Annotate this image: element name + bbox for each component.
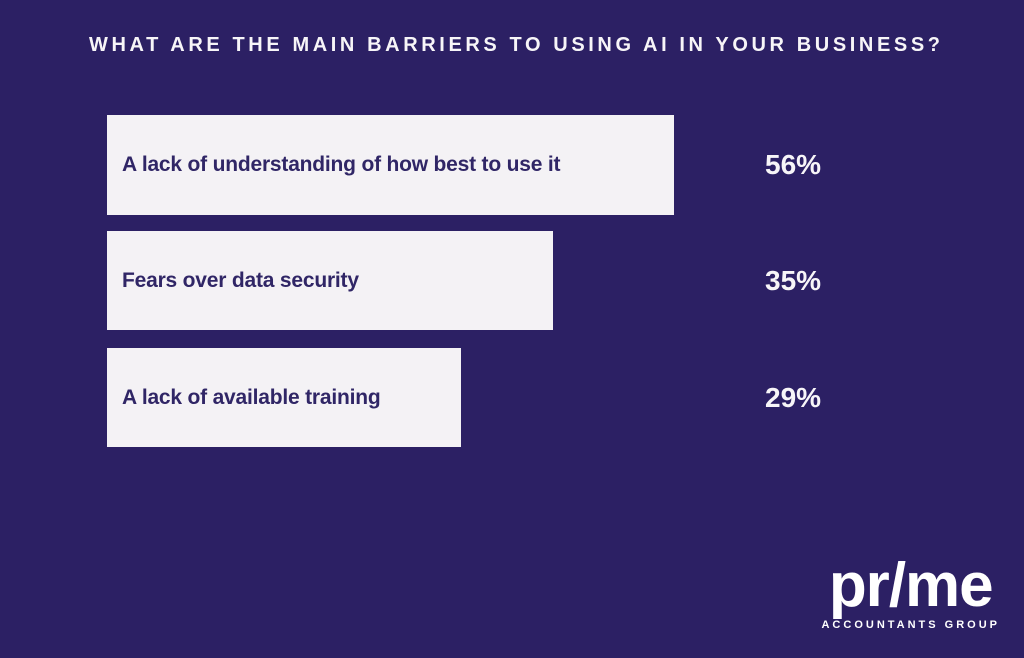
bar-row: A lack of understanding of how best to u… bbox=[107, 115, 821, 215]
prime-accountants-logo: pr/me ACCOUNTANTS GROUP bbox=[821, 551, 1000, 632]
value-label: 29% bbox=[765, 381, 822, 413]
bar: A lack of understanding of how best to u… bbox=[107, 115, 674, 215]
value-label: 56% bbox=[765, 149, 822, 180]
bar: A lack of available training bbox=[107, 348, 461, 447]
bar-row: A lack of available training 29% bbox=[107, 348, 821, 447]
bar-label: A lack of understanding of how best to u… bbox=[122, 153, 561, 176]
bar-label: A lack of available training bbox=[122, 385, 381, 409]
bar-row: Fears over data security 35% bbox=[107, 231, 821, 330]
bar: Fears over data security bbox=[107, 231, 553, 330]
logo-wordmark: pr/me bbox=[828, 551, 994, 620]
bar-label: Fears over data security bbox=[122, 268, 359, 292]
logo-tagline: ACCOUNTANTS GROUP bbox=[821, 619, 1000, 631]
chart-title: WHAT ARE THE MAIN BARRIERS TO USING AI I… bbox=[89, 34, 944, 56]
value-label: 35% bbox=[765, 264, 822, 296]
